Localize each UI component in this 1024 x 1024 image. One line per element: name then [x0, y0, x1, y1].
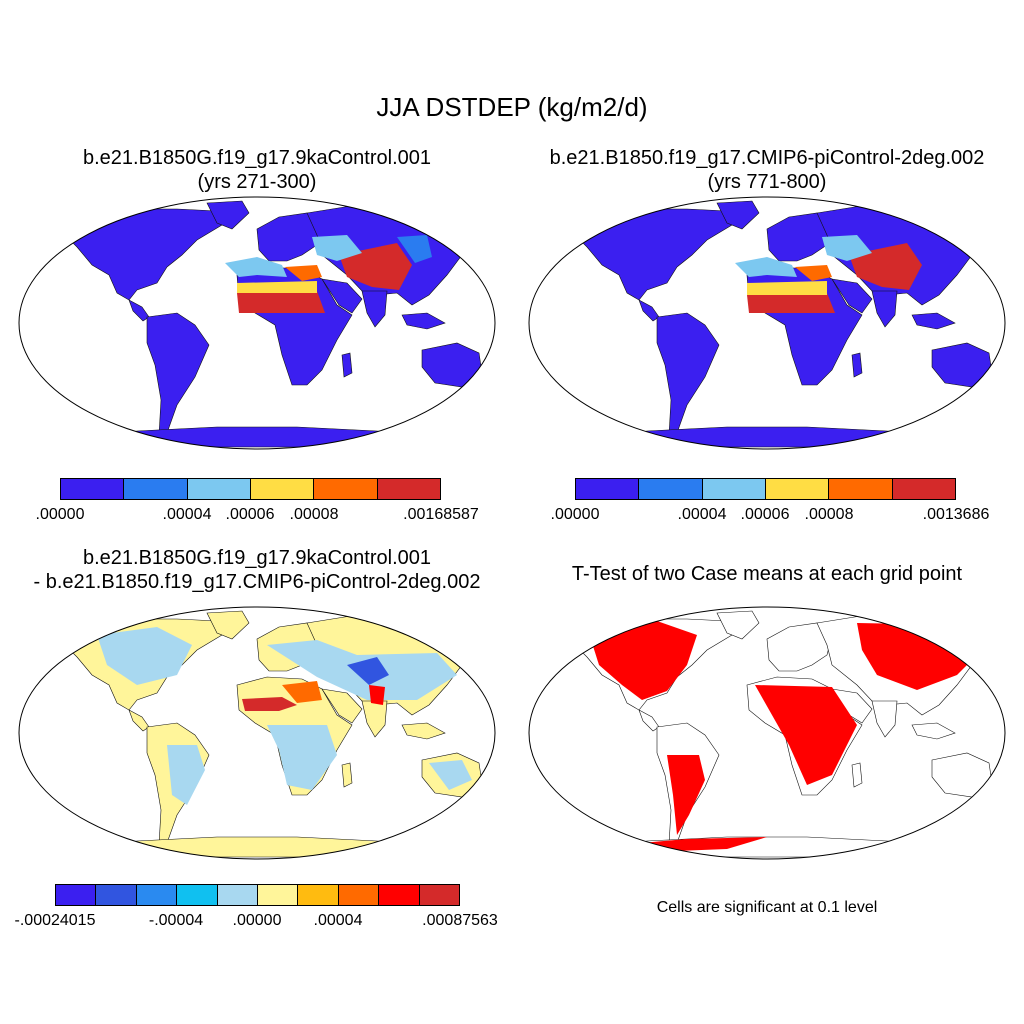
colorbar-3-swatch-5	[258, 885, 299, 905]
colorbar-3-swatch-3	[177, 885, 218, 905]
cb2-label-4: .0013686	[922, 506, 990, 523]
p3-na-blue	[97, 627, 192, 685]
colorbar-2-swatch-0	[576, 479, 640, 499]
p3-india-red	[369, 685, 385, 705]
colorbar-2-swatch-2	[702, 479, 766, 499]
panel-3-title-line1: b.e21.B1850G.f19_g17.9kaControl.001	[82, 547, 432, 569]
colorbar-3-swatch-8	[379, 885, 420, 905]
p3-au-blue	[429, 760, 472, 790]
map-panel-1	[18, 196, 496, 450]
panel-1-title-line2: (yrs 271-300)	[197, 171, 317, 193]
cb3-label-2: .00000	[232, 912, 282, 929]
p1-region-blue	[225, 257, 287, 277]
p2-asia-red	[849, 243, 922, 290]
p1-sahel-yellow	[237, 281, 317, 293]
p3-sa-blue	[167, 745, 205, 805]
p1-region-mid	[397, 235, 432, 263]
colorbar-3-swatches	[55, 884, 460, 906]
colorbar-2-swatch-4	[829, 479, 893, 499]
p2-region-orange	[795, 265, 832, 281]
p2-region-blue	[735, 257, 797, 277]
p1-asia-red	[339, 243, 412, 290]
colorbar-3-swatch-4	[217, 885, 259, 905]
colorbar-3-swatch-0	[56, 885, 97, 905]
panel-3-title: b.e21.B1850G.f19_g17.9kaControl.001 - b.…	[0, 546, 514, 594]
cb3-label-0: -.00024015	[14, 912, 96, 929]
colorbar-3-swatch-2	[136, 885, 178, 905]
cb1-label-3: .00008	[289, 506, 339, 523]
cb3-label-4: .00087563	[422, 912, 498, 929]
map-panel-2	[528, 196, 1006, 450]
colorbar-1-swatch-4	[314, 479, 378, 499]
panel-1-title-line1: b.e21.B1850G.f19_g17.9kaControl.001	[82, 147, 432, 169]
cb1-label-2: .00006	[225, 506, 275, 523]
panel-2-title-line1: b.e21.B1850.f19_g17.CMIP6-piControl-2deg…	[549, 147, 985, 169]
cb1-label-0: .00000	[35, 506, 85, 523]
p2-sahel-yellow	[747, 281, 827, 295]
p1-sahara-red	[237, 291, 325, 313]
significance-note: Cells are significant at 0.1 level	[656, 899, 878, 916]
colorbar-1-swatches	[60, 478, 441, 500]
colorbar-1-swatch-2	[187, 479, 251, 499]
p3-region-darkblue	[347, 657, 389, 685]
p1-region-light	[312, 235, 362, 261]
p3-af-blue	[267, 725, 337, 790]
colorbar-2-swatches	[575, 478, 956, 500]
p3-region-orange	[282, 681, 322, 703]
p4-na-sig	[587, 621, 697, 700]
cb3-label-1: -.00004	[148, 912, 204, 929]
cb1-label-4: .00168587	[403, 506, 479, 523]
cb2-label-3: .00008	[804, 506, 854, 523]
p4-af-sig	[755, 685, 857, 785]
colorbar-1-swatch-3	[250, 479, 315, 499]
colorbar-3-swatch-9	[419, 885, 460, 905]
colorbar-2-swatch-5	[892, 479, 955, 499]
colorbar-1-swatch-5	[377, 479, 440, 499]
p2-sahara-red	[747, 293, 835, 313]
map-panel-4	[528, 606, 1006, 860]
p3-sahel-red	[242, 697, 297, 711]
colorbar-1-swatch-1	[124, 479, 188, 499]
colorbar-3-swatch-6	[298, 885, 339, 905]
p4-sa-sig	[667, 755, 705, 835]
p1-region-orange	[285, 265, 322, 281]
colorbar-2-swatch-3	[765, 479, 830, 499]
colorbar-3-swatch-1	[96, 885, 137, 905]
panel-4-title: T-Test of two Case means at each grid po…	[571, 563, 963, 585]
panel-1-title: b.e21.B1850G.f19_g17.9kaControl.001 (yrs…	[27, 146, 487, 194]
cb2-label-2: .00006	[740, 506, 790, 523]
panel-2-title: b.e21.B1850.f19_g17.CMIP6-piControl-2deg…	[510, 146, 1024, 194]
colorbar-1-swatch-0	[61, 479, 125, 499]
p2-region-light	[822, 235, 872, 261]
cb2-label-1: .00004	[677, 506, 727, 523]
panel-2-title-line2: (yrs 771-800)	[707, 171, 827, 193]
panel-3-title-line2: - b.e21.B1850.f19_g17.CMIP6-piControl-2d…	[33, 571, 481, 593]
cb2-label-0: .00000	[550, 506, 600, 523]
map-panel-3	[18, 606, 496, 860]
cb1-label-1: .00004	[162, 506, 212, 523]
cb3-label-3: .00004	[313, 912, 363, 929]
page-title: JJA DSTDEP (kg/m2/d)	[376, 92, 648, 122]
colorbar-2-swatch-1	[639, 479, 703, 499]
colorbar-3-swatch-7	[338, 885, 380, 905]
